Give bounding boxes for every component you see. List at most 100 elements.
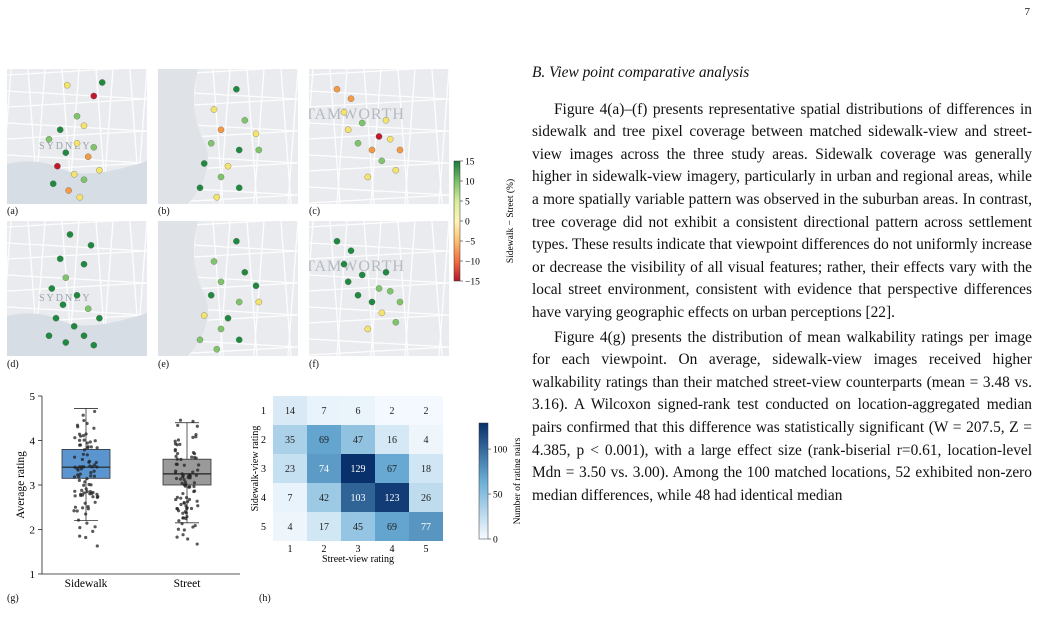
map-point bbox=[98, 79, 106, 86]
rating-point bbox=[192, 481, 197, 485]
rating-point bbox=[73, 436, 77, 440]
map-point bbox=[70, 171, 78, 178]
rating-point bbox=[178, 477, 182, 481]
rating-point bbox=[83, 501, 87, 505]
rating-point bbox=[78, 472, 82, 476]
map-point bbox=[80, 122, 88, 129]
map-c-svg: TAMWORTH bbox=[309, 69, 449, 204]
rating-point bbox=[188, 474, 192, 478]
map-point bbox=[368, 146, 376, 154]
rating-point bbox=[194, 435, 198, 439]
rating-point bbox=[173, 439, 177, 443]
heatmap-value: 16 bbox=[387, 435, 397, 446]
rating-point bbox=[190, 455, 194, 459]
map-panel-e bbox=[158, 221, 298, 356]
rating-point bbox=[179, 496, 183, 500]
rating-point bbox=[191, 470, 195, 474]
map-point bbox=[255, 146, 263, 154]
rating-point bbox=[82, 491, 86, 495]
rating-point bbox=[78, 534, 82, 538]
heatmap-cell bbox=[273, 454, 307, 483]
rating-point bbox=[187, 497, 192, 502]
heatmap-value: 103 bbox=[351, 493, 366, 504]
map-f-svg: TAMWORTH bbox=[309, 221, 449, 356]
rating-point bbox=[80, 506, 85, 510]
heatmap-cell bbox=[307, 454, 341, 483]
rating-point bbox=[195, 499, 199, 503]
heatmap-value: 6 bbox=[356, 406, 361, 417]
map-point bbox=[396, 298, 404, 306]
rating-point bbox=[192, 484, 196, 489]
map-point bbox=[375, 133, 383, 140]
map-point bbox=[66, 231, 74, 238]
heatmap-cell bbox=[341, 512, 375, 541]
heatmap-cell bbox=[409, 396, 443, 425]
map-point bbox=[200, 312, 208, 319]
rating-point bbox=[94, 460, 98, 465]
heatmap-cell bbox=[273, 483, 307, 512]
rating-point bbox=[180, 522, 184, 526]
rating-point bbox=[181, 474, 185, 478]
map-panel-c: TAMWORTH bbox=[309, 69, 449, 204]
map-point bbox=[368, 298, 376, 306]
y-axis-label: Average rating bbox=[15, 451, 27, 519]
rating-point bbox=[82, 483, 86, 487]
rating-point bbox=[183, 480, 187, 484]
rating-point bbox=[93, 439, 97, 443]
rating-point bbox=[175, 535, 179, 539]
y-tick-label: 2 bbox=[30, 525, 36, 537]
map-point bbox=[382, 117, 390, 124]
box-sidewalk bbox=[61, 408, 111, 548]
rating-point bbox=[89, 474, 93, 478]
heatmap-value: 7 bbox=[322, 406, 327, 417]
rating-point bbox=[79, 434, 83, 438]
y-tick-label: 3 bbox=[261, 464, 266, 475]
map-point bbox=[235, 298, 243, 306]
map-point bbox=[62, 274, 70, 281]
rating-point bbox=[191, 451, 196, 455]
heatmap-cell bbox=[341, 483, 375, 512]
rating-point bbox=[72, 475, 77, 479]
heatmap-cell bbox=[375, 454, 409, 483]
rating-point bbox=[185, 506, 189, 511]
map-point bbox=[344, 278, 352, 286]
rating-point bbox=[81, 434, 86, 438]
map-point bbox=[200, 160, 208, 167]
heatmap-value: 42 bbox=[319, 493, 329, 504]
x-category-label: Sidewalk bbox=[65, 578, 108, 588]
rating-point bbox=[80, 488, 84, 492]
map-point bbox=[70, 323, 78, 330]
rating-point bbox=[86, 507, 91, 511]
rating-point bbox=[183, 484, 187, 488]
rating-point bbox=[175, 457, 179, 461]
heatmap-chart: 14 7 6 2 235 69 47 16 423 74 129 67 187 42 103 123 264 17… bbox=[250, 396, 520, 565]
map-point bbox=[76, 194, 84, 201]
map-point bbox=[54, 162, 61, 170]
y-tick-label: 1 bbox=[261, 406, 266, 417]
heatmap-cell bbox=[341, 425, 375, 454]
y-tick-label: 4 bbox=[261, 493, 266, 504]
heatmap-value: 69 bbox=[319, 435, 329, 446]
rating-point bbox=[85, 521, 89, 525]
panel-label-e: (e) bbox=[158, 359, 170, 370]
heatmap-value: 74 bbox=[319, 464, 329, 475]
map-point bbox=[375, 285, 383, 292]
heatmap-value: 4 bbox=[424, 435, 429, 446]
map-point bbox=[196, 184, 204, 192]
map-point bbox=[62, 339, 70, 346]
rating-point bbox=[88, 440, 92, 444]
rating-point bbox=[85, 489, 89, 494]
rating-point bbox=[182, 463, 186, 467]
rating-point bbox=[83, 480, 87, 484]
rating-point bbox=[175, 443, 179, 447]
heatmap-cell bbox=[307, 396, 341, 425]
rating-point bbox=[93, 525, 97, 529]
rating-point bbox=[77, 438, 82, 442]
heatmap-cell bbox=[375, 483, 409, 512]
rating-point bbox=[191, 435, 195, 440]
map-point bbox=[217, 173, 225, 181]
rating-point bbox=[93, 500, 97, 504]
y-tick-label: 2 bbox=[261, 435, 266, 446]
rating-point bbox=[173, 471, 178, 475]
map-point bbox=[87, 242, 95, 249]
